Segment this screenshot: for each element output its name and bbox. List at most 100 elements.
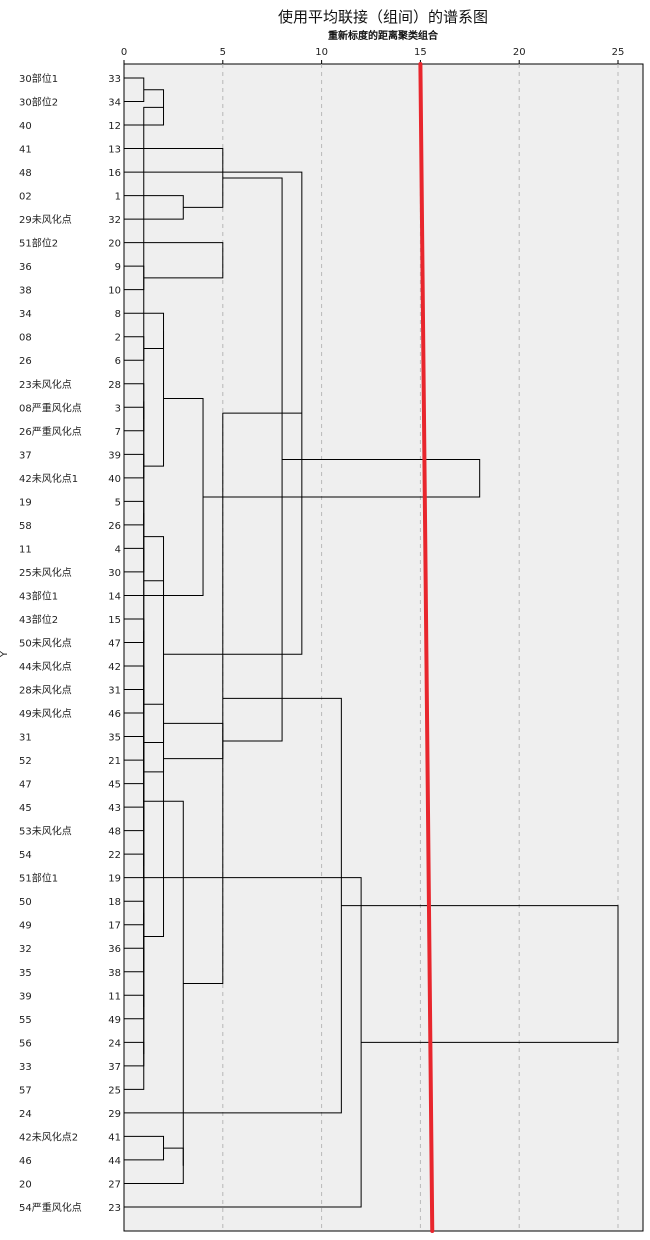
leaf-label: 51部位1 — [19, 872, 58, 885]
leaf-id: 49 — [108, 1015, 121, 1026]
leaf-id: 20 — [108, 239, 121, 250]
x-tick-label: 10 — [315, 47, 328, 58]
chart-title: 使用平均联接（组间）的谱系图 — [278, 8, 488, 26]
leaf-label: 51部位2 — [19, 237, 58, 250]
leaf-id: 42 — [108, 662, 121, 673]
leaf-id: 38 — [108, 968, 121, 979]
leaf-label: 36 — [19, 262, 32, 273]
leaf-id: 24 — [108, 1038, 121, 1049]
x-axis-ticks: 0 5 10 15 20 25 — [121, 47, 624, 64]
leaf-label: 23未风化点 — [19, 378, 72, 391]
leaf-id: 4 — [115, 544, 121, 555]
leaf-label: 33 — [19, 1062, 32, 1073]
leaf-id: 10 — [108, 286, 121, 297]
leaf-label: 24 — [19, 1109, 32, 1120]
leaf-id: 40 — [108, 474, 121, 485]
leaf-id: 44 — [108, 1156, 121, 1167]
leaf-label: 58 — [19, 521, 32, 532]
y-axis-label: Y — [0, 650, 10, 658]
leaf-label: 42未风化点1 — [19, 472, 78, 485]
leaf-id: 48 — [108, 827, 121, 838]
leaf-label: 37 — [19, 450, 32, 461]
leaf-id: 17 — [108, 921, 121, 932]
leaf-id: 39 — [108, 450, 121, 461]
leaf-label: 43部位2 — [19, 613, 58, 626]
leaf-label: 57 — [19, 1085, 32, 1096]
leaf-id: 12 — [108, 121, 121, 132]
leaf-label: 45 — [19, 803, 32, 814]
leaf-id: 25 — [108, 1085, 121, 1096]
leaf-label: 35 — [19, 968, 32, 979]
leaf-id: 26 — [108, 521, 121, 532]
leaf-id: 29 — [108, 1109, 121, 1120]
leaf-label: 44未风化点 — [19, 660, 72, 673]
leaf-id: 19 — [108, 874, 121, 885]
x-tick-label: 20 — [513, 47, 526, 58]
leaf-id: 27 — [108, 1179, 121, 1190]
leaf-id: 45 — [108, 780, 121, 791]
leaf-id: 22 — [108, 850, 121, 861]
leaf-label: 11 — [19, 544, 32, 555]
dendrogram-link — [203, 458, 481, 498]
leaf-id: 5 — [115, 497, 121, 508]
leaf-label: 39 — [19, 991, 32, 1002]
leaf-id: 6 — [115, 356, 121, 367]
leaf-label: 26 — [19, 356, 32, 367]
leaf-label: 52 — [19, 756, 32, 767]
cut-line — [418, 62, 435, 1233]
dendrogram-link — [124, 666, 145, 1090]
leaf-label: 26严重风化点 — [19, 425, 82, 438]
leaf-id: 3 — [115, 403, 121, 414]
x-tick-label: 0 — [121, 47, 127, 58]
leaf-id: 2 — [115, 333, 121, 344]
leaf-id: 21 — [108, 756, 121, 767]
leaf-label: 42未风化点2 — [19, 1130, 78, 1143]
leaf-label: 30部位2 — [19, 96, 58, 109]
leaf-label: 32 — [19, 944, 32, 955]
x-axis-label: 重新标度的距离聚类组合 — [328, 29, 439, 42]
dendrogram-link — [124, 242, 224, 279]
leaf-label: 47 — [19, 780, 32, 791]
leaf-label: 49 — [19, 921, 32, 932]
leaf-label: 20 — [19, 1179, 32, 1190]
leaf-label: 53未风化点 — [19, 825, 72, 838]
leaf-label: 54 — [19, 850, 32, 861]
dendrogram-link — [143, 800, 184, 1166]
leaf-id: 37 — [108, 1062, 121, 1073]
leaf-label: 02 — [19, 192, 32, 203]
leaf-id: 28 — [108, 380, 121, 391]
leaf-id: 35 — [108, 733, 121, 744]
leaf-label: 40 — [19, 121, 32, 132]
leaf-label: 30部位1 — [19, 72, 58, 85]
leaf-id: 46 — [108, 709, 121, 720]
cut-line-stroke — [418, 62, 435, 1233]
leaf-label: 49未风化点 — [19, 707, 72, 720]
leaf-id: 43 — [108, 803, 121, 814]
leaf-label: 48 — [19, 168, 32, 179]
leaf-label: 43部位1 — [19, 589, 58, 602]
leaf-id: 13 — [108, 145, 121, 156]
leaf-id: 15 — [108, 615, 121, 626]
leaf-id: 41 — [108, 1132, 121, 1143]
leaf-label: 56 — [19, 1038, 32, 1049]
leaf-label: 31 — [19, 733, 32, 744]
leaf-label: 28未风化点 — [19, 684, 72, 697]
leaf-id: 18 — [108, 897, 121, 908]
leaf-label: 08 — [19, 333, 32, 344]
leaf-id: 33 — [108, 74, 121, 85]
leaf-id: 11 — [108, 991, 121, 1002]
leaf-label: 41 — [19, 145, 32, 156]
leaf-label: 55 — [19, 1015, 32, 1026]
leaf-id: 30 — [108, 568, 121, 579]
leaf-id: 34 — [108, 98, 121, 109]
x-tick-label: 5 — [220, 47, 226, 58]
leaf-label: 54严重风化点 — [19, 1201, 82, 1214]
leaf-label: 46 — [19, 1156, 32, 1167]
leaf-id: 47 — [108, 638, 121, 649]
leaf-label: 34 — [19, 309, 32, 320]
leaf-id: 7 — [115, 427, 121, 438]
leaf-id: 23 — [108, 1203, 121, 1214]
leaf-label: 08严重风化点 — [19, 401, 82, 414]
